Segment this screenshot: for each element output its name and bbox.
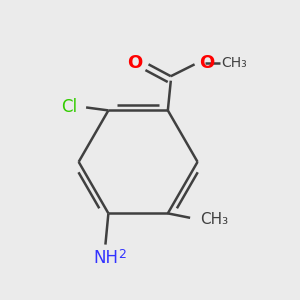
Text: CH₃: CH₃: [221, 56, 247, 70]
Text: CH₃: CH₃: [200, 212, 229, 227]
Text: Cl: Cl: [61, 98, 77, 116]
Text: 2: 2: [118, 248, 126, 260]
Text: O: O: [199, 54, 214, 72]
Text: O: O: [127, 54, 142, 72]
Text: NH: NH: [93, 249, 118, 267]
